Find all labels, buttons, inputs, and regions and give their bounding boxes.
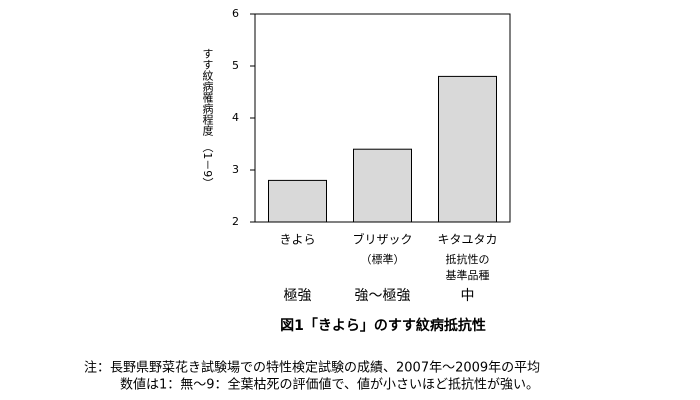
- x-tick-label: ブリザック: [352, 232, 412, 247]
- x-tick-label: きよら: [279, 233, 315, 247]
- note: 数値は1：無～9：全葉枯死の評価値で、値が小さいほど抵抗性が強い。: [120, 377, 539, 393]
- bar: [438, 75, 497, 223]
- y-tick-label: 4: [232, 111, 239, 124]
- bar: [268, 179, 327, 223]
- category-note: 抵抗性の: [446, 252, 490, 266]
- y-tick-label: 6: [232, 7, 239, 20]
- bar: [353, 148, 412, 223]
- resistance-label: 中: [461, 288, 475, 304]
- y-axis-label: すす紋病罹病程度 （1－9）: [201, 47, 214, 188]
- note: 注：長野県野菜花き試験場での特性検定試験の成績、2007年～2009年の平均: [84, 360, 540, 376]
- category-note: （標準）: [361, 252, 405, 266]
- resistance-label: 強～極強: [355, 288, 411, 304]
- y-tick-label: 5: [232, 59, 239, 72]
- y-tick-label: 3: [232, 163, 239, 176]
- resistance-label: 極強: [284, 288, 312, 304]
- y-tick-label: 2: [232, 215, 239, 228]
- category-note: 基準品種: [446, 268, 490, 282]
- caption: 図1「きよら」のすす紋病抵抗性: [280, 317, 486, 334]
- x-tick-label: キタユタカ: [437, 233, 497, 247]
